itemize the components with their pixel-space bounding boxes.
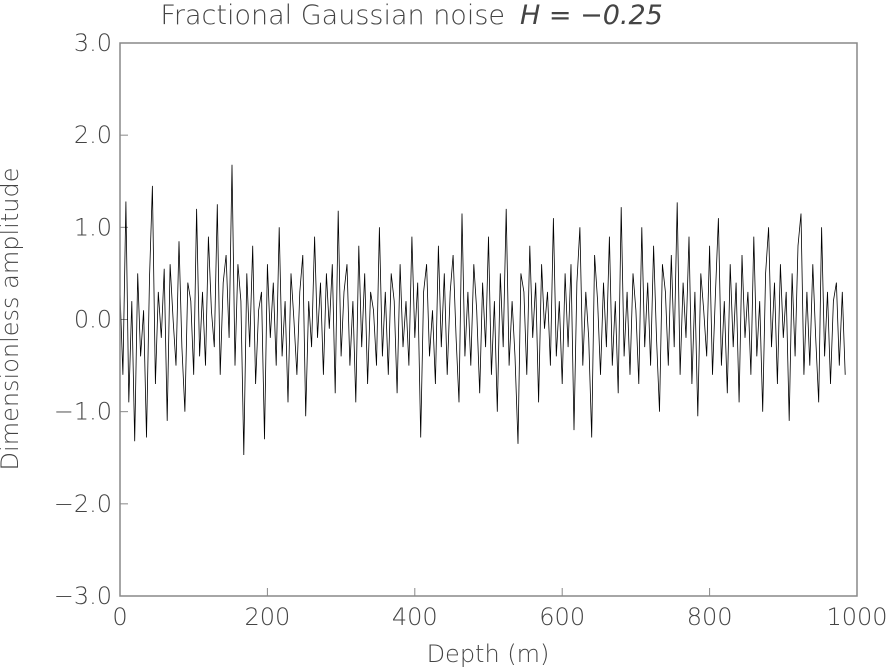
y-tick-label: −2.0 <box>54 490 112 518</box>
x-tick-label: 800 <box>687 603 733 631</box>
x-tick-label: 600 <box>539 603 585 631</box>
y-axis-label: Dimensionless amplitude <box>0 168 24 471</box>
y-tick-label: −1.0 <box>54 398 112 426</box>
x-tick-label: 400 <box>392 603 438 631</box>
y-tick-label: 1.0 <box>74 213 112 241</box>
y-tick-label: 0.0 <box>74 306 112 334</box>
chart-title: Fractional Gaussian noise <box>160 0 505 31</box>
x-tick-label: 1000 <box>826 603 887 631</box>
plot-frame <box>119 42 858 597</box>
noise-series-line <box>119 164 846 456</box>
y-tick-label: −3.0 <box>54 582 112 610</box>
x-axis-label: Depth (m) <box>427 640 550 667</box>
x-tick-label: 0 <box>112 603 127 631</box>
y-tick-label: 2.0 <box>74 121 112 149</box>
y-tick-label: 3.0 <box>74 29 112 57</box>
chart-title-math: H = −0.25 <box>520 0 663 31</box>
x-tick-label: 200 <box>244 603 290 631</box>
